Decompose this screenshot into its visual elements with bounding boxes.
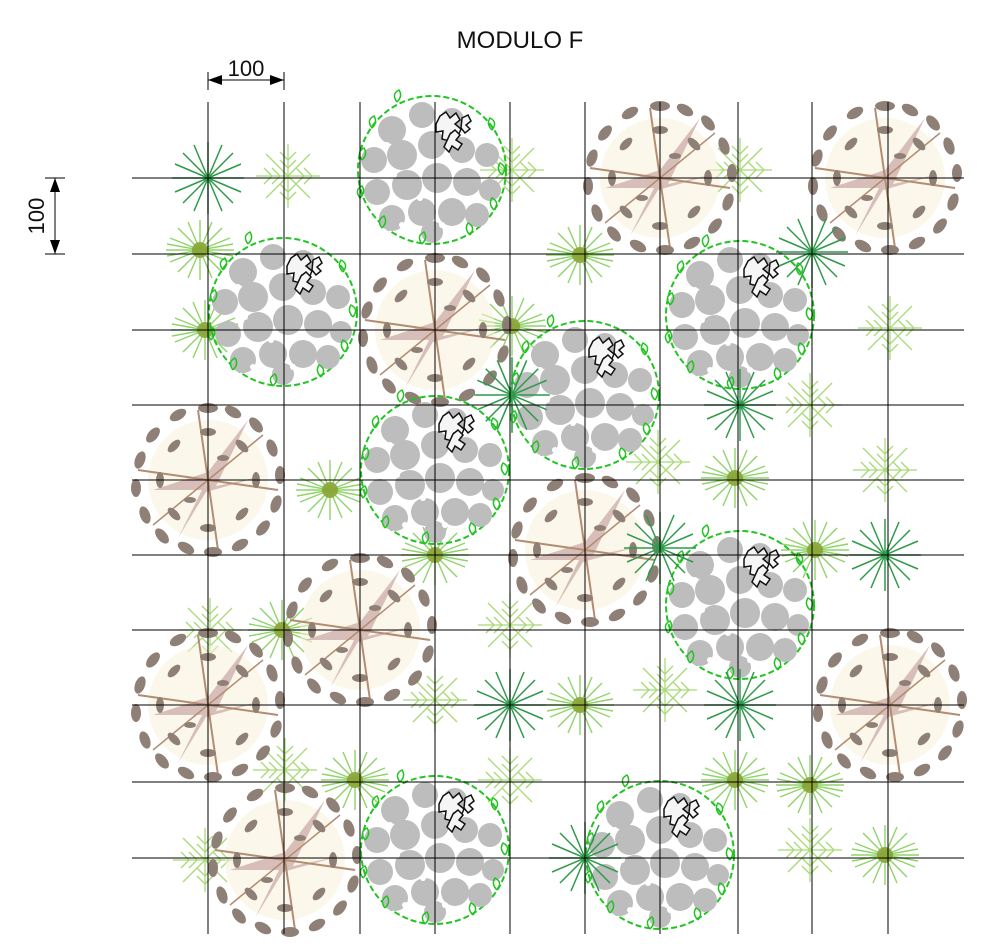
palm-icon: [775, 754, 845, 816]
palm-icon: [165, 219, 235, 281]
vertical-dimension: 100: [24, 177, 65, 255]
palm-icon: [545, 224, 615, 286]
brown-leaf-tree-icon: [207, 782, 363, 938]
fern-icon: [632, 657, 698, 723]
plan-title: MODULO F: [457, 27, 584, 54]
palm-icon: [780, 519, 850, 581]
brown-trees: [130, 100, 968, 938]
palm-icon: [700, 447, 770, 509]
vertical-dimension-label: 100: [24, 198, 49, 235]
fern-icon: [777, 817, 843, 883]
fern-icon: [852, 437, 918, 503]
palm-icon: [295, 459, 365, 521]
fern-icon: [857, 295, 923, 361]
palm-icon: [700, 749, 770, 811]
gray-round-tree-icon: [356, 89, 507, 245]
grid: [132, 102, 964, 934]
horizontal-dimension: 100: [207, 56, 285, 90]
fern-icon: [255, 143, 321, 209]
palm-icon: [850, 824, 920, 886]
gray-round-tree-icon: [664, 234, 815, 390]
horizontal-dimension-label: 100: [228, 56, 265, 81]
